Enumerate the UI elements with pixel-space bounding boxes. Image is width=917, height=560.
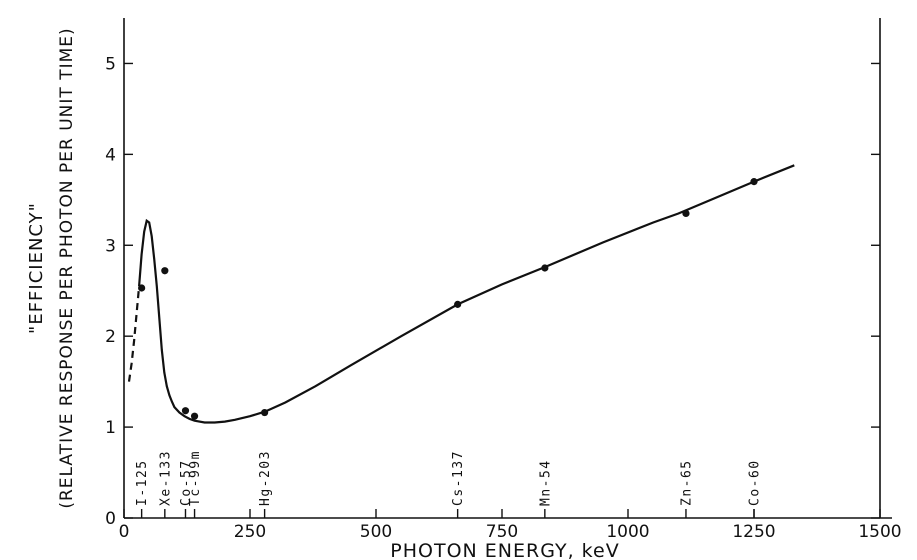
data-point bbox=[190, 412, 199, 420]
data-point bbox=[682, 209, 690, 218]
isotope-label: Mn-54 bbox=[538, 459, 553, 506]
x-axis-title: PHOTON ENERGY, keV bbox=[390, 540, 619, 560]
y-tick-label: 4 bbox=[105, 145, 116, 165]
y-axis-title-line1: "EFFICIENCY" bbox=[26, 202, 47, 334]
data-point bbox=[138, 284, 146, 292]
y-tick-label: 2 bbox=[105, 327, 116, 347]
y-tick-label: 0 bbox=[105, 509, 116, 529]
data-point bbox=[541, 264, 549, 272]
y-tick-label: 5 bbox=[105, 54, 116, 74]
axis-ticks: 0 250 500 750 1000 1250 1500 0 1 2 3 4 5 bbox=[105, 54, 901, 542]
y-tick-label: 3 bbox=[105, 236, 116, 256]
isotope-label: I-125 bbox=[135, 459, 150, 506]
y-tick-label: 1 bbox=[105, 418, 116, 438]
data-point bbox=[161, 267, 169, 275]
y-axis-title-line2: (RELATIVE RESPONSE PER PHOTON PER UNIT T… bbox=[57, 27, 77, 508]
data-point bbox=[454, 300, 462, 308]
efficiency-curve bbox=[138, 164, 795, 424]
x-tick-label: 500 bbox=[360, 522, 392, 542]
x-tick-label: 1250 bbox=[732, 522, 775, 542]
isotope-label: Xe-133 bbox=[158, 450, 173, 506]
x-tick-label: 1000 bbox=[606, 522, 649, 542]
x-tick-label: 0 bbox=[119, 522, 130, 542]
data-point bbox=[261, 408, 269, 417]
isotope-label: Co-57 bbox=[179, 459, 194, 506]
isotope-label: Tc-99m bbox=[188, 450, 203, 506]
x-tick-label: 250 bbox=[234, 522, 266, 542]
isotope-label: Cs-137 bbox=[451, 450, 466, 506]
data-points bbox=[138, 178, 758, 420]
dashed-extrapolation-line bbox=[127, 286, 141, 382]
isotope-label: Hg-203 bbox=[258, 450, 273, 506]
data-point bbox=[181, 407, 190, 415]
isotope-label: Zn-65 bbox=[680, 459, 695, 506]
x-tick-label: 1500 bbox=[858, 522, 901, 542]
x-tick-label: 750 bbox=[486, 522, 518, 542]
isotope-label: Co-60 bbox=[748, 459, 763, 506]
data-point bbox=[750, 178, 758, 186]
